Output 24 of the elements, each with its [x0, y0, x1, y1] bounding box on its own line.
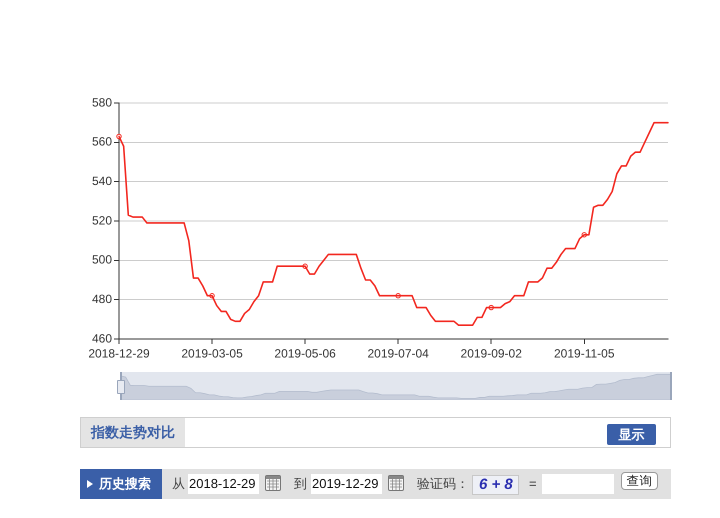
y-tick-label: 520 — [92, 213, 112, 228]
captcha-image: 6 + 8 — [472, 475, 519, 495]
text: = — [529, 475, 537, 493]
x-tick-label: 2019-05-06 — [274, 346, 336, 361]
text: 从 — [172, 475, 185, 493]
button: 显示 — [607, 424, 656, 445]
y-tick-label: 580 — [92, 95, 112, 110]
text: 到 — [294, 475, 307, 493]
y-tick-label: 500 — [92, 252, 112, 267]
x-tick-label: 2019-11-05 — [554, 346, 615, 361]
x-tick-label: 2019-03-05 — [181, 346, 244, 361]
date-field: 2019-12-29 — [311, 474, 382, 494]
x-tick-label: 2019-07-04 — [367, 346, 430, 361]
y-tick-label: 480 — [92, 292, 112, 306]
button: 查询 — [621, 472, 658, 490]
y-tick-label: 560 — [92, 134, 112, 149]
date-field: 2018-12-29 — [188, 474, 259, 494]
text: 验证码： — [417, 475, 469, 493]
tab: 历史搜索 — [80, 469, 162, 499]
y-tick-label: 540 — [92, 174, 112, 188]
x-tick-label: 2018-12-29 — [88, 346, 150, 361]
label-cell: 指数走势对比 — [81, 418, 185, 447]
x-tick-label: 2019-09-02 — [460, 346, 522, 361]
y-tick-label: 460 — [92, 331, 112, 346]
